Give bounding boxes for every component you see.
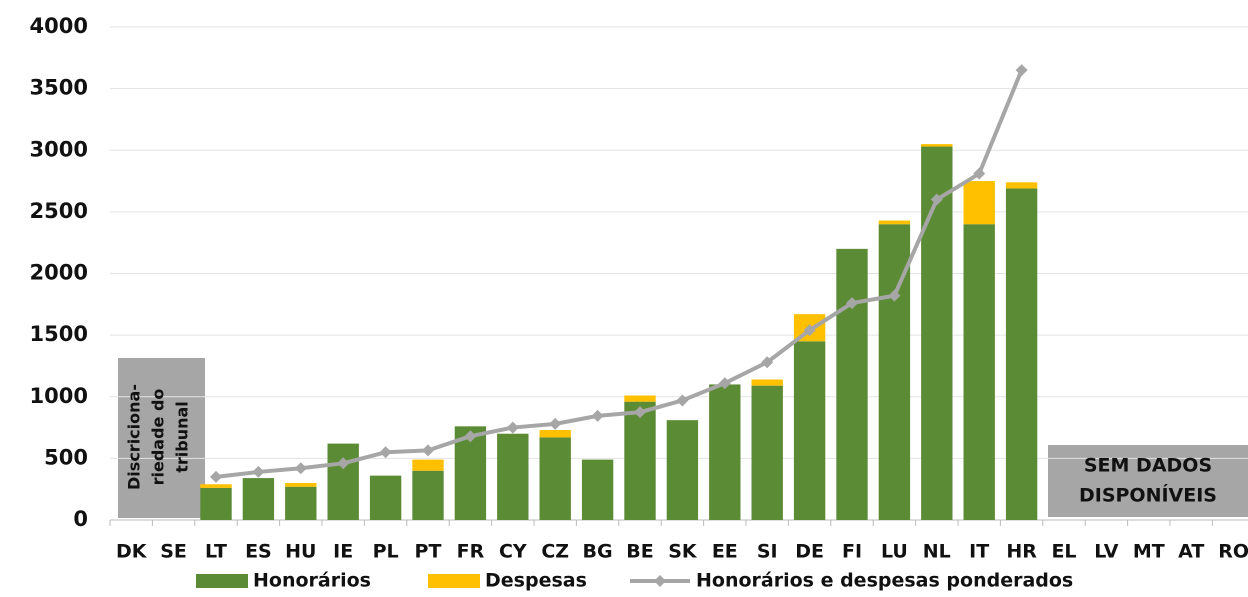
marker xyxy=(676,394,689,407)
x-tick-label: EE xyxy=(712,541,738,563)
bar xyxy=(412,459,444,471)
bar xyxy=(666,420,699,520)
bar xyxy=(1005,182,1038,189)
bar xyxy=(963,181,995,225)
bar xyxy=(412,470,444,520)
x-tick-label: SK xyxy=(668,541,698,563)
y-tick-label: 0 xyxy=(73,507,88,531)
marker xyxy=(761,356,774,369)
annotation: riedade do xyxy=(149,389,168,486)
x-tick-label: PT xyxy=(415,541,442,563)
marker xyxy=(464,430,477,443)
x-tick-label: LT xyxy=(205,541,227,563)
marker xyxy=(252,465,265,478)
y-tick-label: 2500 xyxy=(30,199,88,223)
bar xyxy=(878,220,911,225)
legend-swatch xyxy=(428,574,480,588)
x-tick-label: MT xyxy=(1133,541,1165,563)
marker xyxy=(888,289,901,302)
marker xyxy=(422,444,434,457)
bar xyxy=(327,443,359,520)
marker xyxy=(591,409,604,422)
marker xyxy=(337,457,350,470)
y-tick-label: 3000 xyxy=(30,137,88,161)
bar xyxy=(963,224,995,520)
x-tick-label: NL xyxy=(923,541,951,563)
left-box xyxy=(118,358,205,518)
marker xyxy=(634,406,646,419)
bar xyxy=(836,248,868,520)
x-tick-label: CY xyxy=(499,541,527,563)
x-tick-label: LV xyxy=(1094,541,1118,563)
x-tick-label: SI xyxy=(757,541,778,563)
x-tick-label: CZ xyxy=(541,541,569,563)
x-tick-label: FR xyxy=(457,541,485,563)
x-tick-label: HU xyxy=(285,541,316,563)
legend-swatch xyxy=(196,574,248,588)
bar xyxy=(921,144,953,147)
legend-swatch xyxy=(654,575,666,587)
x-tick-label: SE xyxy=(160,541,187,563)
x-tick-label: BE xyxy=(626,541,653,563)
marker xyxy=(549,417,562,430)
y-tick-label: 3500 xyxy=(30,76,88,100)
x-tick-label: RO xyxy=(1218,541,1248,563)
annotation: tribunal xyxy=(173,401,192,473)
x-tick-label: BG xyxy=(583,541,613,563)
bar xyxy=(751,379,783,386)
x-tick-label: AT xyxy=(1178,541,1204,563)
x-tick-label: DE xyxy=(795,541,824,563)
x-tick-label: FI xyxy=(842,541,862,563)
marker xyxy=(930,193,943,206)
legend-label: Despesas xyxy=(485,570,587,592)
bar xyxy=(751,385,783,520)
marker xyxy=(846,297,858,310)
x-tick-label: DK xyxy=(116,541,148,563)
y-tick-label: 2000 xyxy=(30,261,88,285)
y-tick-label: 500 xyxy=(44,445,88,469)
x-tick-label: IT xyxy=(969,541,989,563)
bar xyxy=(624,401,656,520)
bar xyxy=(581,459,614,520)
x-tick-label: HR xyxy=(1006,541,1037,563)
right-box xyxy=(1048,445,1248,517)
bar xyxy=(921,146,953,521)
bar xyxy=(539,430,571,438)
bar xyxy=(497,433,529,520)
bar xyxy=(200,487,232,520)
legend-label: Honorários xyxy=(253,570,371,592)
legend-label: Honorários e despesas ponderados xyxy=(696,570,1073,592)
marker xyxy=(210,470,222,483)
bar xyxy=(793,341,826,520)
marker xyxy=(718,377,731,390)
bar xyxy=(539,437,571,520)
annotation: DISPONÍVEIS xyxy=(1079,484,1217,507)
x-tick-label: IE xyxy=(333,541,353,563)
annotation: Discriciona- xyxy=(125,384,144,490)
x-tick-label: PL xyxy=(373,541,399,563)
marker xyxy=(379,446,392,459)
y-tick-label: 1500 xyxy=(30,322,88,346)
bar xyxy=(200,484,232,488)
bar xyxy=(624,395,656,402)
y-tick-label: 4000 xyxy=(30,14,88,38)
marker xyxy=(294,462,307,475)
x-tick-label: LU xyxy=(881,541,908,563)
y-tick-label: 1000 xyxy=(30,384,88,408)
bar xyxy=(285,483,317,487)
marker xyxy=(803,324,816,337)
line xyxy=(215,69,1024,479)
bar xyxy=(285,486,317,520)
bar xyxy=(242,478,275,520)
x-tick-label: ES xyxy=(245,541,272,563)
marker xyxy=(973,167,986,180)
bar xyxy=(709,384,741,520)
annotation: SEM DADOS xyxy=(1084,455,1212,477)
x-tick-label: EL xyxy=(1051,541,1076,563)
marker xyxy=(1015,64,1028,77)
bar xyxy=(369,475,402,520)
marker xyxy=(506,421,519,434)
bar xyxy=(1005,188,1038,520)
